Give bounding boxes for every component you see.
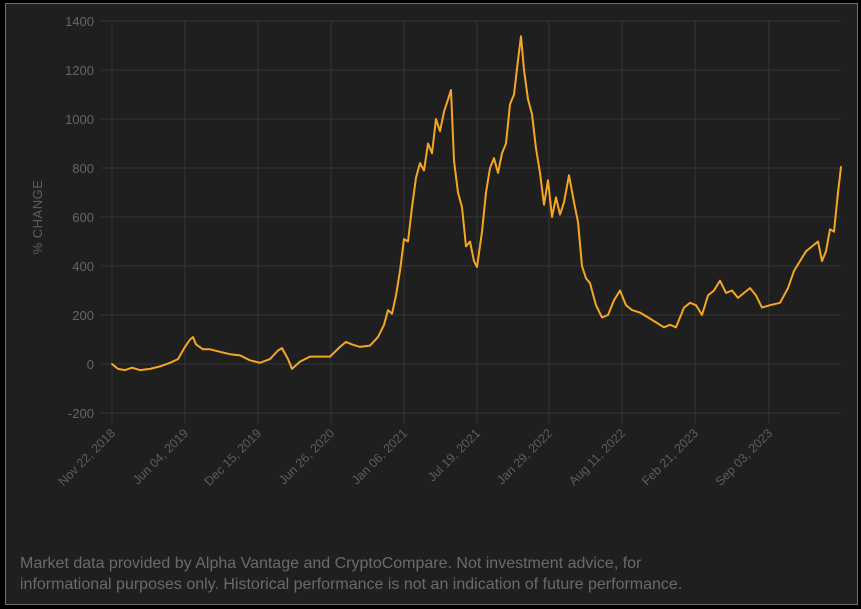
chart-grid bbox=[101, 20, 841, 423]
x-tick-label: Jan 29, 2022 bbox=[494, 426, 555, 487]
x-tick-label: Jun 26, 2020 bbox=[276, 426, 337, 487]
x-tick-label: Nov 22, 2018 bbox=[56, 426, 119, 489]
y-tick-label: 600 bbox=[72, 210, 94, 225]
y-axis-ticks: -200 0 200 400 600 800 1000 1200 1400 bbox=[65, 14, 94, 421]
y-tick-label: 1200 bbox=[65, 63, 94, 78]
series-line bbox=[111, 35, 842, 372]
disclaimer-footer: Market data provided by Alpha Vantage an… bbox=[20, 553, 840, 595]
chart-panel bbox=[5, 3, 858, 605]
y-tick-label: 0 bbox=[87, 357, 94, 372]
y-tick-label: -200 bbox=[68, 406, 94, 421]
y-tick-label: 1000 bbox=[65, 112, 94, 127]
y-tick-label: 800 bbox=[72, 161, 94, 176]
disclaimer-line-2: informational purposes only. Historical … bbox=[20, 576, 683, 593]
y-tick-label: 400 bbox=[72, 259, 94, 274]
x-tick-label: Jan 06, 2021 bbox=[349, 426, 410, 487]
y-axis-title: % CHANGE bbox=[30, 180, 45, 255]
x-axis-ticks: Nov 22, 2018 Jun 04, 2019 Dec 15, 2019 Jun … bbox=[56, 426, 776, 489]
disclaimer-line-1: Market data provided by Alpha Vantage an… bbox=[20, 555, 642, 572]
x-tick-label: Jul 19, 2021 bbox=[425, 426, 483, 484]
y-tick-label: 200 bbox=[72, 308, 94, 323]
x-tick-label: Feb 21, 2023 bbox=[639, 426, 701, 488]
x-tick-label: Jun 04, 2019 bbox=[130, 426, 191, 487]
y-tick-label: 1400 bbox=[65, 14, 94, 29]
x-tick-label: Sep 03, 2023 bbox=[713, 426, 776, 489]
x-tick-label: Dec 15, 2019 bbox=[202, 426, 265, 489]
x-tick-label: Aug 11, 2022 bbox=[566, 426, 628, 488]
